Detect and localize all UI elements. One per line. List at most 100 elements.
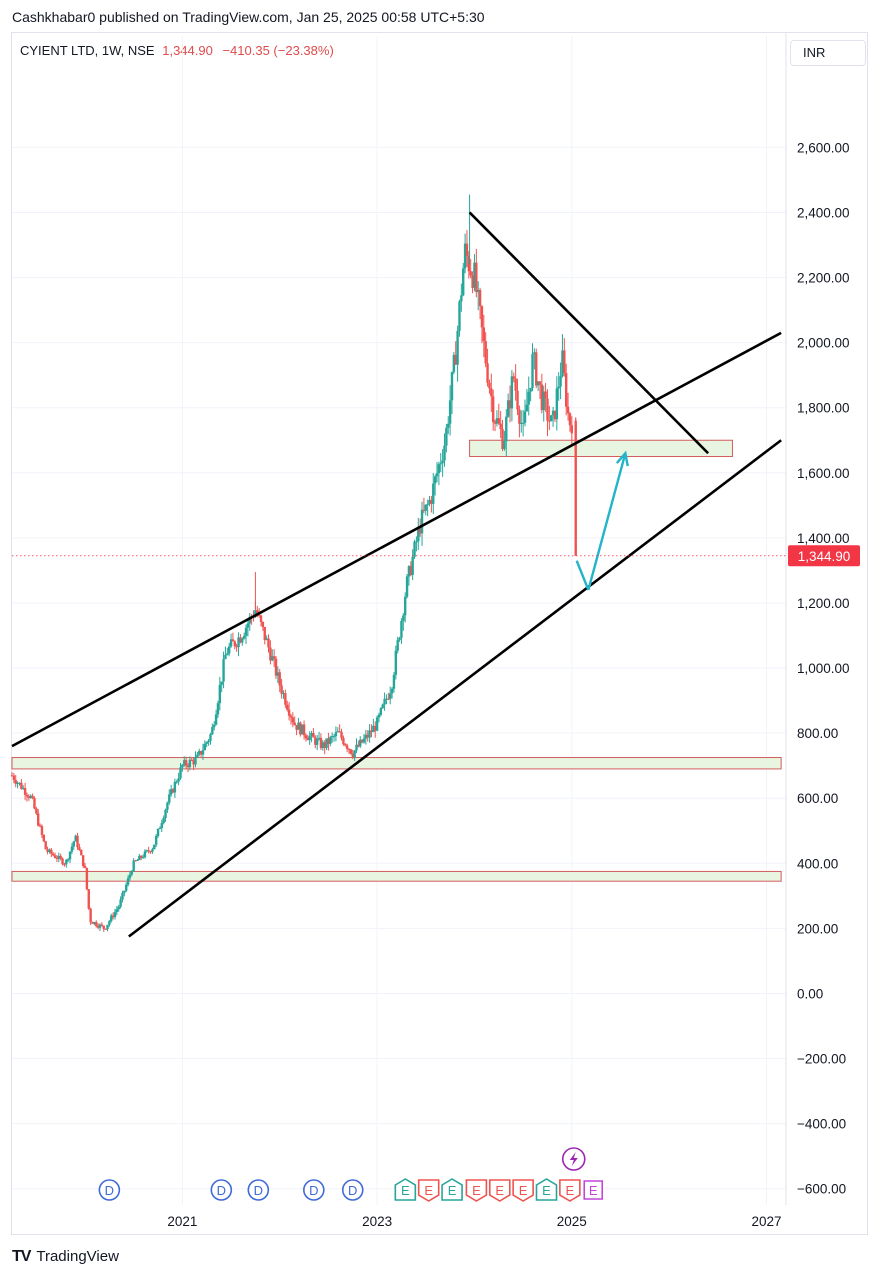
- candle-body: [387, 698, 390, 700]
- candle-body: [330, 736, 334, 738]
- tradingview-brand[interactable]: TV TradingView: [12, 1248, 119, 1266]
- dividend-marker[interactable]: [98, 1179, 121, 1201]
- candle-body: [499, 423, 502, 429]
- projection-arrow[interactable]: [575, 560, 590, 591]
- y-tick-label: −400.00: [797, 1117, 846, 1132]
- candle-body: [132, 860, 135, 872]
- earnings-marker[interactable]: [512, 1179, 534, 1202]
- candle-body: [417, 527, 420, 542]
- candle-body: [471, 275, 474, 288]
- candle-body: [510, 376, 514, 409]
- candle-body: [563, 350, 566, 374]
- candle-body: [244, 627, 248, 636]
- candle-body: [409, 566, 412, 575]
- trendline[interactable]: [11, 331, 782, 748]
- candle-body: [490, 388, 493, 397]
- candle-body: [192, 760, 195, 765]
- earnings-label: E: [542, 1183, 551, 1198]
- projection-arrow[interactable]: [587, 452, 627, 591]
- earnings-marker[interactable]: [535, 1178, 558, 1201]
- candle-body: [259, 615, 263, 622]
- candle-body: [381, 704, 384, 709]
- candle-body: [272, 656, 276, 659]
- candle-body: [139, 855, 143, 858]
- candle-body: [57, 855, 61, 859]
- candle-body: [162, 818, 165, 824]
- candle-body: [475, 262, 478, 293]
- dividend-marker[interactable]: [210, 1179, 233, 1201]
- candle-body: [314, 737, 317, 745]
- candle-body: [287, 709, 291, 716]
- candle-body: [570, 425, 574, 434]
- candle-body: [411, 556, 414, 575]
- candle-body: [48, 849, 51, 852]
- candle-body: [304, 735, 308, 739]
- candle-body: [209, 734, 212, 741]
- candle-body: [310, 732, 313, 737]
- candle-body: [422, 509, 426, 511]
- dividend-marker[interactable]: [341, 1179, 364, 1201]
- candle-body: [214, 714, 218, 725]
- earnings-marker[interactable]: [394, 1178, 417, 1201]
- candle-body: [213, 724, 216, 728]
- candle-body: [542, 391, 545, 411]
- candle-body: [66, 859, 70, 861]
- earnings-marker[interactable]: [488, 1179, 511, 1202]
- y-tick-label: −600.00: [797, 1182, 846, 1197]
- candle-body: [334, 732, 338, 737]
- y-tick-label: 200.00: [797, 921, 838, 936]
- candle-body: [536, 381, 540, 386]
- y-tick-label: 1,200.00: [797, 596, 850, 611]
- candle-body: [98, 924, 102, 928]
- last-price-label: 1,344.90: [798, 549, 851, 564]
- candle-body: [289, 715, 293, 718]
- y-tick-label: 2,400.00: [797, 205, 850, 220]
- last-price: 1,344.90: [162, 43, 213, 58]
- candle-body: [385, 698, 388, 700]
- dividend-label: D: [254, 1183, 263, 1198]
- candle-body: [85, 867, 89, 890]
- candle-body: [263, 626, 266, 641]
- candle-body: [293, 722, 296, 725]
- candle-body: [160, 823, 163, 829]
- candle-body: [111, 915, 115, 918]
- candle-body: [482, 327, 486, 342]
- candle-body: [503, 441, 506, 450]
- support-zone[interactable]: [11, 757, 782, 770]
- candle-body: [299, 722, 302, 735]
- earnings-marker[interactable]: [559, 1179, 581, 1202]
- support-zone[interactable]: [11, 870, 782, 882]
- earnings-marker[interactable]: [441, 1178, 463, 1201]
- dividend-label: D: [348, 1183, 357, 1198]
- earnings-marker[interactable]: [465, 1179, 488, 1202]
- publisher-line: Cashkhabar0 published on TradingView.com…: [12, 9, 485, 25]
- candle-body: [336, 731, 339, 733]
- candle-body: [173, 781, 177, 793]
- candle-body: [123, 890, 126, 893]
- candle-body: [392, 674, 396, 689]
- dividend-marker[interactable]: [247, 1179, 270, 1201]
- candle-body: [37, 813, 40, 826]
- candle-body: [329, 737, 332, 744]
- candle-body: [282, 693, 285, 695]
- candle-body: [10, 775, 14, 777]
- candle-body: [38, 825, 42, 827]
- trendline[interactable]: [468, 211, 710, 455]
- candle-body: [398, 637, 401, 641]
- candle-body: [248, 616, 251, 624]
- candle-body: [413, 541, 416, 557]
- currency-button[interactable]: INR: [790, 40, 866, 66]
- candle-body: [540, 384, 544, 411]
- trendline[interactable]: [128, 439, 782, 938]
- candle-body: [555, 388, 559, 420]
- earnings-marker[interactable]: [583, 1180, 604, 1200]
- candle-body: [50, 849, 53, 854]
- support-zone[interactable]: [469, 439, 733, 458]
- candle-body: [374, 725, 377, 731]
- candle-body: [278, 672, 281, 686]
- candle-body: [390, 688, 394, 694]
- earnings-label: E: [472, 1183, 481, 1198]
- dividend-marker[interactable]: [303, 1179, 325, 1201]
- earnings-marker[interactable]: [417, 1179, 440, 1202]
